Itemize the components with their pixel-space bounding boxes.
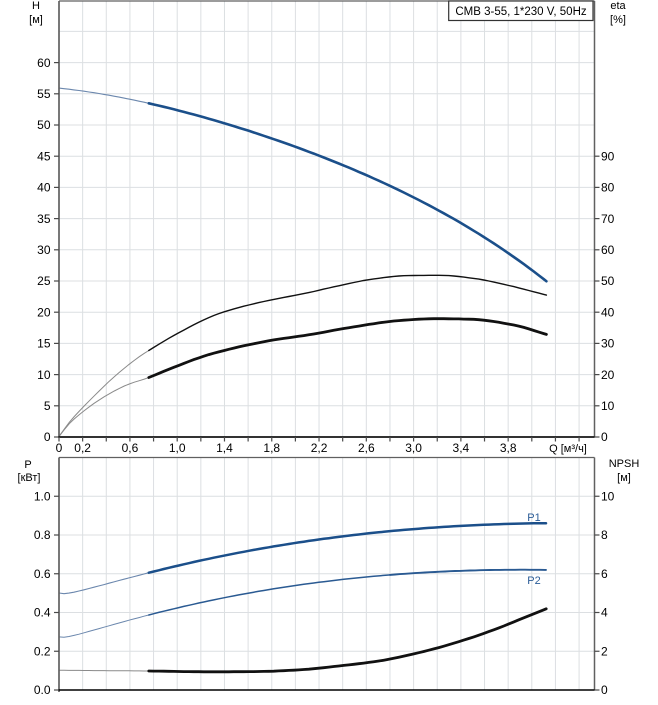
svg-text:4: 4 [601,606,608,620]
svg-text:8: 8 [601,528,608,542]
svg-text:45: 45 [37,149,51,163]
svg-text:1,8: 1,8 [263,441,280,455]
svg-text:3,0: 3,0 [405,441,422,455]
svg-text:15: 15 [37,337,51,351]
svg-text:3,4: 3,4 [453,441,470,455]
svg-text:50: 50 [601,274,615,288]
svg-text:10: 10 [601,489,615,503]
svg-text:60: 60 [601,243,615,257]
svg-text:2: 2 [601,645,608,659]
svg-text:eta: eta [610,0,626,12]
svg-text:0: 0 [56,441,63,455]
svg-text:2,6: 2,6 [358,441,375,455]
svg-text:H: H [32,0,40,12]
svg-text:25: 25 [37,274,51,288]
svg-text:P2: P2 [527,575,540,587]
svg-text:P1: P1 [527,512,540,524]
svg-text:0.0: 0.0 [34,683,51,697]
svg-text:0.6: 0.6 [34,567,51,581]
svg-text:30: 30 [601,337,615,351]
svg-text:40: 40 [37,181,51,195]
svg-text:0.8: 0.8 [34,528,51,542]
svg-text:30: 30 [37,243,51,257]
svg-text:3,8: 3,8 [500,441,517,455]
svg-text:10: 10 [601,399,615,413]
svg-text:P: P [24,459,31,471]
svg-text:[м]: [м] [29,14,43,26]
svg-text:2,2: 2,2 [311,441,328,455]
svg-text:0: 0 [601,683,608,697]
svg-text:40: 40 [601,305,615,319]
svg-text:1.0: 1.0 [34,489,51,503]
svg-text:0: 0 [601,430,608,444]
svg-text:55: 55 [37,87,51,101]
svg-text:1,0: 1,0 [169,441,186,455]
svg-text:[%]: [%] [610,14,626,26]
svg-text:10: 10 [37,368,51,382]
svg-text:5: 5 [44,399,51,413]
svg-text:0.2: 0.2 [34,645,51,659]
svg-text:NPSH: NPSH [609,458,640,470]
svg-text:0.4: 0.4 [34,606,51,620]
svg-text:[м]: [м] [617,472,631,484]
svg-text:0,2: 0,2 [74,441,91,455]
svg-text:1,4: 1,4 [216,441,233,455]
svg-text:20: 20 [37,305,51,319]
svg-text:CMB 3-55, 1*230 V, 50Hz: CMB 3-55, 1*230 V, 50Hz [455,6,587,18]
svg-text:50: 50 [37,118,51,132]
svg-text:6: 6 [601,567,608,581]
svg-text:35: 35 [37,212,51,226]
svg-text:80: 80 [601,181,615,195]
svg-text:0: 0 [44,430,51,444]
svg-text:70: 70 [601,212,615,226]
svg-text:90: 90 [601,149,615,163]
svg-text:0,6: 0,6 [122,441,139,455]
svg-text:60: 60 [37,56,51,70]
svg-text:[кВт]: [кВт] [18,472,41,484]
svg-text:20: 20 [601,368,615,382]
svg-text:Q [м³/ч]: Q [м³/ч] [549,443,587,455]
